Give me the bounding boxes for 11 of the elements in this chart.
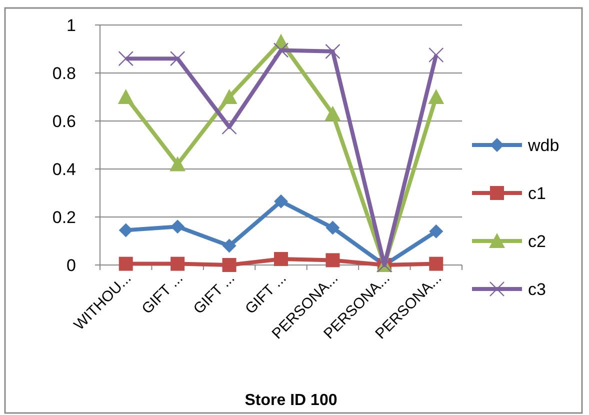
legend-label: c3 <box>528 280 546 299</box>
legend-label: c1 <box>528 184 546 203</box>
y-tick-label: 0.4 <box>52 160 76 179</box>
legend-label: wdb <box>527 136 560 155</box>
y-tick-label: 0.6 <box>52 112 76 131</box>
y-tick-label: 0.2 <box>52 208 76 227</box>
y-tick-label: 0.8 <box>52 64 76 83</box>
x-axis-title: Store ID 100 <box>244 392 338 409</box>
y-tick-label: 0 <box>66 256 76 275</box>
y-tick-label: 1 <box>66 16 76 35</box>
legend-label: c2 <box>528 232 546 251</box>
